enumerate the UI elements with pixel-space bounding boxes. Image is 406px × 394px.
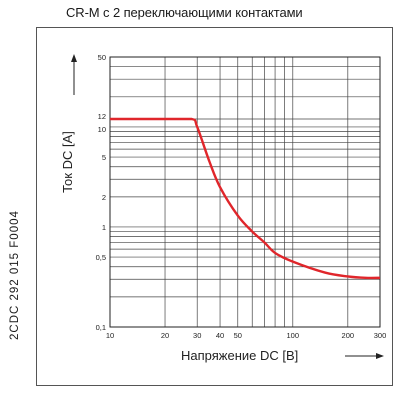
- y-tick-label: 2: [102, 193, 106, 202]
- series-line: [109, 117, 381, 280]
- x-tick-label: 100: [287, 331, 300, 340]
- x-tick-label: 10: [106, 331, 114, 340]
- y-tick-label: 0,1: [96, 323, 106, 332]
- y-axis-label: Ток DC [A]: [60, 131, 75, 193]
- y-tick-label: 5: [102, 153, 106, 162]
- x-tick-labels: 10 20 30 40 50 100 200 300: [106, 331, 386, 340]
- y-tick-label: 10: [98, 125, 106, 134]
- x-tick-label: 300: [374, 331, 387, 340]
- y-tick-label: 12: [98, 112, 106, 121]
- y-tick-label: 0,5: [96, 253, 106, 262]
- x-tick-label: 20: [161, 331, 169, 340]
- chart-title: CR-M с 2 переключающими контактами: [66, 5, 303, 20]
- x-tick-label: 200: [342, 331, 355, 340]
- chart-frame: [36, 27, 393, 386]
- x-axis-arrow-head: [376, 353, 384, 359]
- plot-area: [109, 56, 381, 328]
- y-axis-arrow-head: [71, 54, 77, 62]
- y-tick-label: 50: [98, 53, 106, 62]
- x-tick-label: 30: [193, 331, 201, 340]
- grid-lines: [110, 57, 380, 327]
- x-tick-label: 50: [234, 331, 242, 340]
- y-tick-label: 1: [102, 223, 106, 232]
- x-tick-label: 40: [216, 331, 224, 340]
- x-axis-label: Напряжение DC [B]: [181, 348, 298, 363]
